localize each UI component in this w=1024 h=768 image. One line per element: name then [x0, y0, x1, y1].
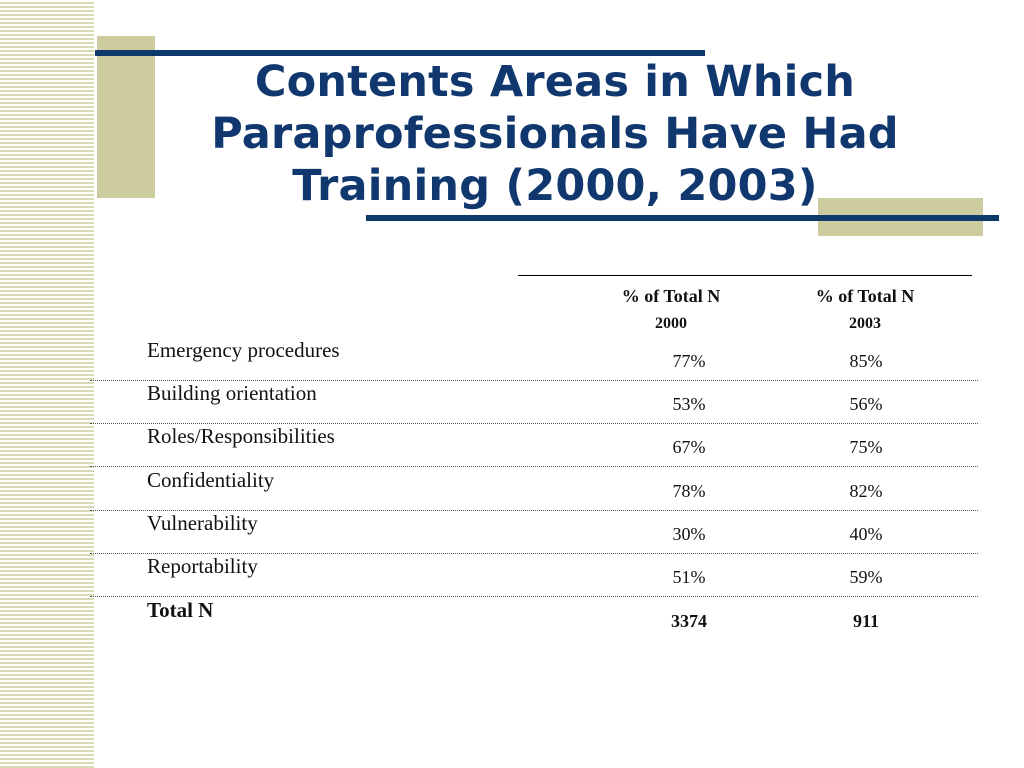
cell-2000: 51%: [672, 567, 706, 587]
table-row-vulnerability: Vulnerability 30% 40%: [90, 510, 978, 554]
title-line-2: Paraprofessionals Have Had: [211, 109, 899, 159]
column-header-year: 2003: [849, 315, 881, 332]
row-label: Roles/Responsibilities: [147, 424, 335, 448]
cell-2000: 78%: [672, 481, 706, 501]
row-label: Emergency procedures: [147, 338, 340, 362]
column-header-2003: % of Total N 2003: [780, 283, 950, 337]
table-row-roles-responsibilities: Roles/Responsibilities 67% 75%: [90, 423, 978, 467]
title-rule-top: [95, 50, 705, 56]
decorative-block-left: [97, 36, 155, 198]
cell-2003: 59%: [849, 567, 883, 587]
cell-2003: 85%: [849, 351, 883, 371]
row-label: Vulnerability: [147, 511, 258, 535]
total-2003: 911: [852, 611, 879, 631]
row-label-total: Total N: [147, 598, 214, 622]
cell-2003: 75%: [849, 437, 883, 457]
row-label: Building orientation: [147, 381, 317, 405]
cell-2003: 82%: [849, 481, 883, 501]
title-line-3: Training (2000, 2003): [292, 161, 818, 211]
column-header-label: % of Total N: [815, 286, 915, 306]
slide-title: Contents Areas in Which Paraprofessional…: [150, 56, 960, 212]
cell-2000: 77%: [672, 351, 706, 371]
table-row-emergency-procedures: Emergency procedures 77% 85%: [90, 337, 978, 381]
total-2000: 3374: [671, 611, 707, 631]
column-header-year: 2000: [655, 315, 687, 332]
row-label: Confidentiality: [147, 468, 275, 492]
table-header-rule: [518, 275, 972, 276]
table-row-confidentiality: Confidentiality 78% 82%: [90, 467, 978, 511]
cell-2003: 56%: [849, 394, 883, 414]
decorative-stripe-band: [0, 0, 94, 768]
table-row-reportability: Reportability 51% 59%: [90, 553, 978, 597]
row-label: Reportability: [147, 554, 258, 578]
cell-2000: 67%: [672, 437, 706, 457]
title-rule-bottom: [366, 215, 999, 221]
column-header-2000: % of Total N 2000: [586, 283, 756, 337]
column-header-label: % of Total N: [621, 286, 721, 306]
table-row-building-orientation: Building orientation 53% 56%: [90, 380, 978, 424]
cell-2000: 30%: [672, 524, 706, 544]
title-line-1: Contents Areas in Which: [254, 57, 856, 107]
table-row-total: Total N 3374 911: [90, 597, 978, 640]
cell-2000: 53%: [672, 394, 706, 414]
cell-2003: 40%: [849, 524, 883, 544]
